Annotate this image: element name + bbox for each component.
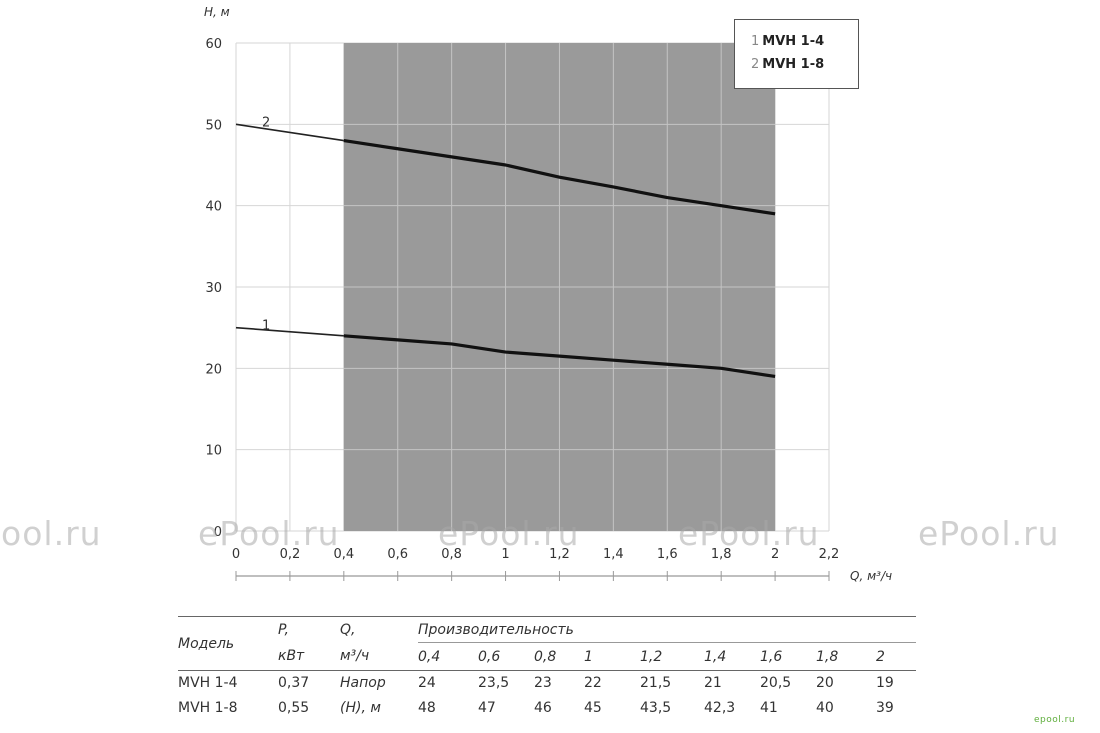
x-tick-label: 0,2	[280, 547, 301, 562]
head-value: 42,3	[704, 699, 736, 716]
head-value: 23,5	[478, 674, 510, 691]
header-flow-unit: м³/ч	[340, 648, 370, 665]
watermark-text: ePool.ru	[0, 514, 102, 553]
head-label: Напор	[340, 674, 386, 691]
head-value: 20	[816, 674, 834, 691]
legend-item: 1 MVH 1-4	[751, 30, 858, 53]
y-tick-label: 60	[205, 37, 222, 52]
y-tick-label: 30	[205, 281, 222, 296]
y-tick-label: 50	[205, 118, 222, 133]
watermark-text: ePool.ru	[198, 514, 340, 553]
watermark-text: ePool.ru	[918, 514, 1060, 553]
head-value: 23	[534, 674, 552, 691]
header-model: Модель	[178, 616, 278, 671]
x-tick-label: 2,2	[819, 547, 840, 562]
series-line-intro	[235, 123, 344, 142]
header-performance: Производительность	[418, 616, 916, 643]
legend-item: 2 MVH 1-8	[751, 53, 858, 76]
flow-value: 1,2	[640, 648, 663, 665]
model-cell: MVH 1-4	[178, 674, 238, 691]
x-tick-label: 0,8	[441, 547, 462, 562]
x-tick-label: 1,4	[603, 547, 624, 562]
flow-value: 0,6	[478, 648, 501, 665]
x-tick-label: 1,8	[711, 547, 732, 562]
flow-value: 0,8	[534, 648, 557, 665]
x-tick-label: 0,4	[333, 547, 354, 562]
legend-number: 2	[751, 57, 760, 72]
flow-value: 1	[584, 648, 593, 665]
watermark-text: ePool.ru	[438, 514, 580, 553]
head-value: 24	[418, 674, 436, 691]
x-tick-label: 2	[771, 547, 779, 562]
y-tick-label: 0	[214, 525, 222, 540]
x-axis-label: Q, м³/ч	[850, 569, 892, 583]
header-flow: Q,	[340, 621, 356, 638]
tick-labels: 60 50 40 30 20 10 00 0,2 0,4 0,6 0,8 1 1,2 1,4 1,6 1,8 2…	[205, 37, 839, 562]
chart-axes	[235, 571, 830, 581]
series-line	[343, 334, 776, 379]
y-tick-label: 40	[205, 200, 222, 215]
x-tick-label: 1,6	[657, 547, 678, 562]
head-value: 46	[534, 699, 552, 716]
head-value: 21,5	[640, 674, 672, 691]
power-cell: 0,37	[278, 674, 310, 691]
head-value: 19	[876, 674, 894, 691]
legend-label: MVH 1-8	[762, 57, 825, 72]
head-value: 20,5	[760, 674, 792, 691]
x-tick-label: 1	[501, 547, 509, 562]
head-value: 41	[760, 699, 778, 716]
model-cell: MVH 1-8	[178, 699, 238, 716]
flow-value: 0,4	[418, 648, 441, 665]
flow-value: 1,4	[704, 648, 727, 665]
header-power: P,	[278, 621, 289, 638]
watermark-text: ePool.ru	[678, 514, 820, 553]
legend-number: 1	[751, 34, 760, 49]
x-tick-label: 0,6	[387, 547, 408, 562]
series-number-label: 2	[262, 115, 270, 130]
flow-value: 1,8	[816, 648, 839, 665]
y-tick-label: 10	[205, 444, 222, 459]
chart-legend: 1 MVH 1-4 2 MVH 1-8	[734, 19, 859, 89]
head-value: 48	[418, 699, 436, 716]
head-value: 43,5	[640, 699, 672, 716]
head-value: 47	[478, 699, 496, 716]
chart-series: 12	[235, 115, 776, 379]
corner-logo: epool.ru	[1034, 715, 1076, 725]
x-tick-label: 1,2	[549, 547, 570, 562]
x-tick-label: 0	[232, 547, 240, 562]
head-value: 40	[816, 699, 834, 716]
head-value: 39	[876, 699, 894, 716]
flow-value: 1,6	[760, 648, 783, 665]
head-value: 45	[584, 699, 602, 716]
header-power-unit: кВт	[278, 648, 305, 665]
specs-table: Модель P, Q, Производительность кВт м³/ч…	[178, 616, 916, 721]
flow-value: 2	[876, 648, 885, 665]
series-line	[343, 139, 776, 216]
power-cell: 0,55	[278, 699, 310, 716]
series-number-label: 1	[262, 319, 270, 334]
table-row: MVH 1-8 0,55 (Н), м 48 47 46 45 43,5 42,…	[178, 695, 916, 721]
head-value: 22	[584, 674, 602, 691]
head-value: 21	[704, 674, 722, 691]
series-line-intro	[235, 326, 344, 337]
head-label: (Н), м	[340, 699, 381, 716]
y-tick-label: 20	[205, 362, 222, 377]
legend-label: MVH 1-4	[762, 34, 825, 49]
table-row: MVH 1-4 0,37 Напор 24 23,5 23 22 21,5 21…	[178, 671, 916, 695]
y-axis-label: H, м	[204, 5, 230, 19]
shaded-grid	[343, 43, 776, 531]
